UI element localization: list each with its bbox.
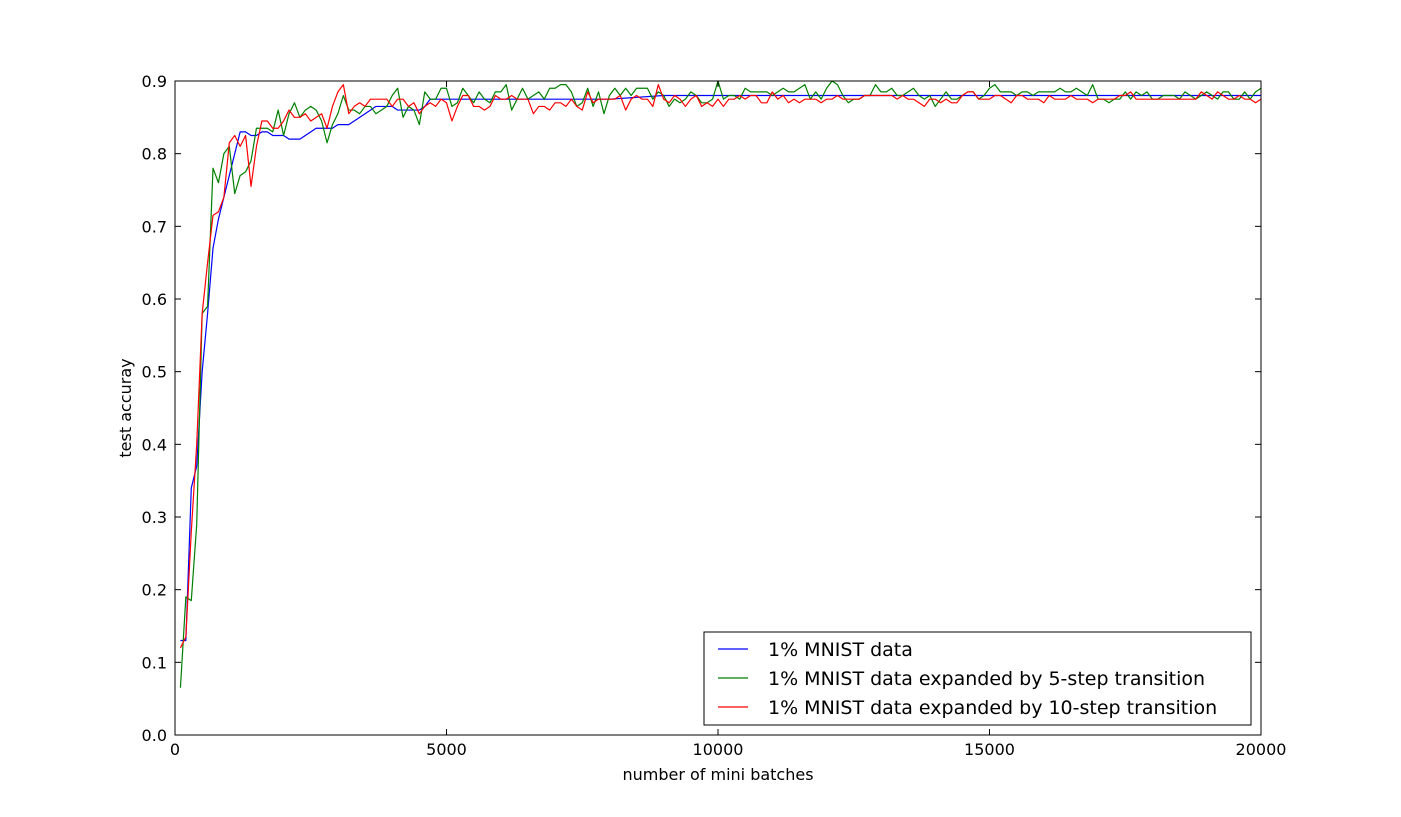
series-line-2: [179, 80, 1262, 688]
x-tick-label: 10000: [693, 740, 744, 759]
x-tick-label: 15000: [964, 740, 1015, 759]
y-tick-label: 0.3: [142, 508, 167, 527]
series-line-3: [179, 84, 1262, 649]
x-axis-label: number of mini batches: [622, 765, 813, 784]
x-tick-label: 0: [170, 740, 180, 759]
y-tick-label: 0.6: [142, 290, 167, 309]
y-tick-label: 0.4: [142, 435, 167, 454]
legend-label-2: 1% MNIST data expanded by 5-step transit…: [768, 668, 1205, 690]
legend-label-1: 1% MNIST data: [768, 639, 913, 661]
legend: 1% MNIST data 1% MNIST data expanded by 5…: [703, 631, 1252, 726]
legend-items: 1% MNIST data 1% MNIST data expanded by 5…: [718, 639, 1217, 719]
series-layer: [179, 80, 1262, 688]
ticks-layer: 0 5000 10000 15000 20000 0.0 0.1 0.2 0.3 0.4 0.5 0.…: [142, 72, 1287, 759]
y-tick-label: 0.0: [142, 726, 167, 745]
legend-box: [703, 631, 1252, 726]
y-tick-label: 0.8: [142, 145, 167, 164]
y-tick-label: 0.9: [142, 72, 167, 91]
x-tick-label: 5000: [426, 740, 467, 759]
legend-label-3: 1% MNIST data expanded by 10-step transi…: [768, 697, 1217, 719]
y-axis-label: test accuray: [116, 358, 135, 457]
y-tick-label: 0.7: [142, 217, 167, 236]
y-tick-label: 0.5: [142, 363, 167, 382]
series-line-1: [180, 94, 1261, 642]
y-tick-label: 0.2: [142, 581, 167, 600]
x-tick-label: 20000: [1236, 740, 1287, 759]
y-tick-label: 0.1: [142, 653, 167, 672]
